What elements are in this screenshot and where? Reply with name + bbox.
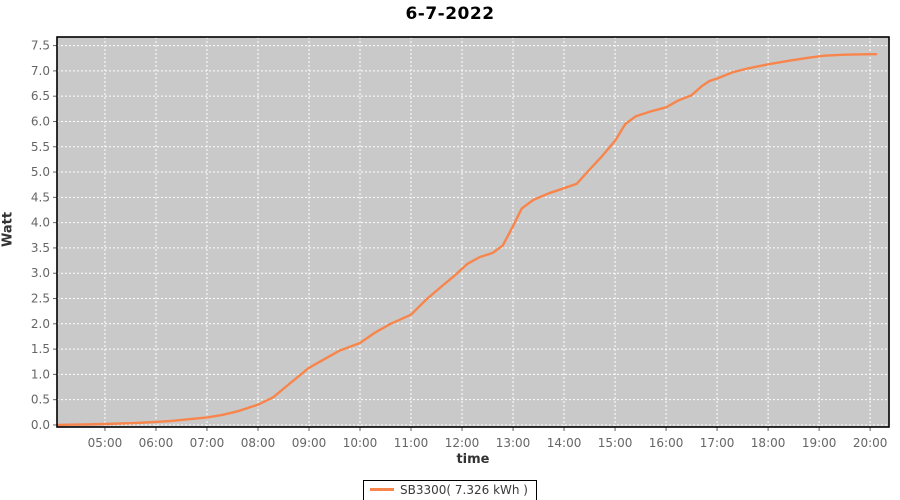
x-tick-label: 20:00 [853,436,888,450]
y-tick-label: 3.5 [31,241,50,255]
y-tick-label: 6.0 [31,114,50,128]
y-tick-label: 2.0 [31,317,50,331]
y-tick-label: 7.0 [31,64,50,78]
x-tick-label: 07:00 [190,436,225,450]
x-tick-label: 19:00 [802,436,837,450]
plot-border [56,36,890,428]
x-tick-label: 09:00 [292,436,327,450]
x-tick-label: 16:00 [649,436,684,450]
y-tick-label: 4.0 [31,216,50,230]
chart-title: 6-7-2022 [405,4,495,24]
x-tick-label: 14:00 [547,436,582,450]
legend-line-icon [370,488,395,491]
y-tick-label: 6.5 [31,89,50,103]
y-tick-label: 7.5 [31,39,50,53]
legend-box: SB3300( 7.326 kWh ) [363,479,537,500]
y-tick-label: 5.5 [31,140,50,154]
y-tick-label: 1.5 [31,342,50,356]
y-tick-label: 3.0 [31,266,50,280]
y-axis-label: Watt [0,211,16,248]
x-tick-label: 08:00 [241,436,276,450]
y-tick-label: 1.0 [31,367,50,381]
x-tick-label: 05:00 [88,436,123,450]
legend-label: SB3300( 7.326 kWh ) [400,482,528,497]
series-line-sb3300 [56,53,878,427]
legend: SB3300( 7.326 kWh ) [0,476,900,500]
x-tick-label: 17:00 [700,436,735,450]
y-tick-label: 5.0 [31,165,50,179]
x-tick-label: 12:00 [445,436,480,450]
y-tick-label: 4.5 [31,190,50,204]
plot-background [57,37,889,427]
x-axis-label: time [456,452,490,467]
x-tick-label: 15:00 [598,436,633,450]
y-tick-label: 0.0 [31,418,50,432]
y-tick-label: 2.5 [31,292,50,306]
x-tick-label: 18:00 [751,436,786,450]
y-tick-label: 0.5 [31,393,50,407]
x-tick-label: 11:00 [394,436,429,450]
x-tick-label: 13:00 [496,436,531,450]
x-tick-label: 10:00 [343,436,378,450]
x-tick-label: 06:00 [139,436,174,450]
